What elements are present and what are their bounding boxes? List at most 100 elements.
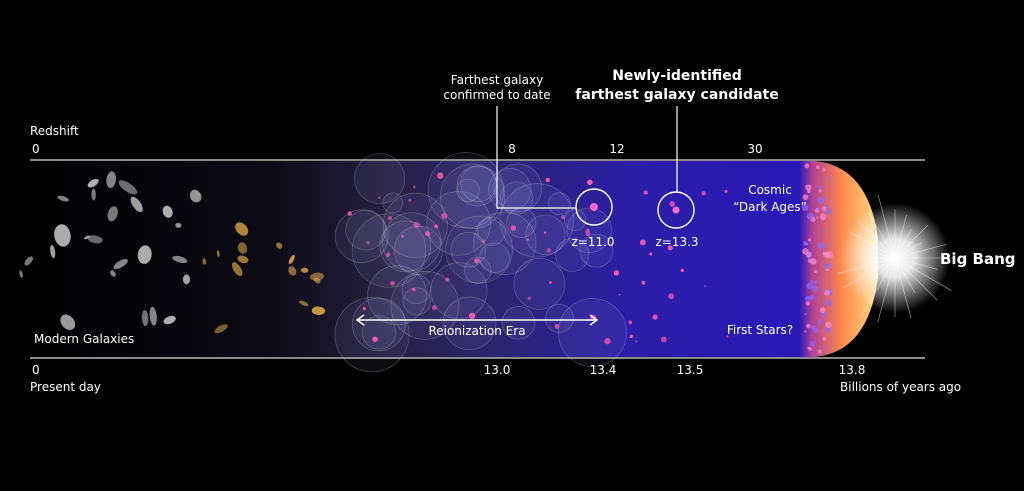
time-label: Billions of years ago xyxy=(840,380,961,394)
ionized-bubble xyxy=(345,209,387,251)
galaxy xyxy=(118,180,138,195)
ionized-bubble xyxy=(445,215,513,284)
galaxy xyxy=(554,323,560,329)
galaxy xyxy=(526,238,530,241)
plasma xyxy=(801,204,809,212)
galaxy xyxy=(431,305,437,311)
ionized-bubble xyxy=(500,181,534,215)
plasma xyxy=(818,323,821,326)
galaxy xyxy=(587,179,593,186)
galaxy xyxy=(372,336,378,342)
galaxy xyxy=(434,224,438,229)
galaxy xyxy=(202,258,207,265)
plasma xyxy=(808,347,813,351)
plasma xyxy=(807,189,811,194)
galaxy xyxy=(546,248,551,253)
plasma xyxy=(817,349,822,354)
ionized-bubble xyxy=(334,209,389,263)
galaxy xyxy=(701,191,706,196)
galaxy xyxy=(300,267,309,273)
galaxy xyxy=(445,277,450,282)
galaxy xyxy=(425,231,431,237)
galaxy xyxy=(237,255,249,264)
galaxy xyxy=(726,335,729,338)
galaxy xyxy=(311,306,326,316)
galaxy xyxy=(412,185,416,189)
plasma xyxy=(802,241,808,246)
timeline-band xyxy=(30,161,878,357)
time-tick: 13.5 xyxy=(677,363,704,377)
galaxy xyxy=(237,242,248,254)
time-tick: 0 xyxy=(32,363,40,377)
galaxy xyxy=(87,235,103,244)
big-bang-glow xyxy=(840,203,950,313)
galaxy xyxy=(613,270,620,276)
callout-label: farthest galaxy candidate xyxy=(575,87,778,103)
redshift-value: z=11.0 xyxy=(571,235,614,249)
galaxy xyxy=(50,244,56,259)
galaxy xyxy=(604,337,611,345)
ionized-bubble xyxy=(450,231,486,268)
callout-line xyxy=(496,106,576,209)
galaxy xyxy=(57,195,69,202)
ionized-bubble xyxy=(555,238,590,273)
ionized-bubble xyxy=(351,213,427,288)
ionized-bubble xyxy=(430,262,488,320)
plasma xyxy=(802,248,809,255)
plasma xyxy=(811,285,819,292)
galaxy xyxy=(378,196,381,199)
ionized-bubble xyxy=(367,265,428,326)
redshift-label: Redshift xyxy=(30,124,79,138)
plasma xyxy=(806,212,814,220)
galaxy xyxy=(182,274,191,285)
galaxy xyxy=(652,314,658,320)
galaxy xyxy=(91,188,96,201)
region-label: Big Bang xyxy=(940,250,1016,268)
ionized-bubble xyxy=(476,216,506,246)
galaxy xyxy=(590,203,598,211)
plasma xyxy=(818,189,822,193)
ionized-bubble xyxy=(479,242,510,274)
redshift-tick: 0 xyxy=(32,142,40,156)
plasma xyxy=(818,185,823,190)
galaxy xyxy=(60,314,76,330)
plasma xyxy=(806,323,811,329)
galaxy xyxy=(313,277,321,284)
galaxy xyxy=(309,272,325,281)
galaxy xyxy=(585,228,590,233)
region-label: “Dark Ages” xyxy=(733,200,807,214)
galaxy xyxy=(107,206,118,222)
galaxy xyxy=(408,198,412,202)
ionized-bubble xyxy=(513,257,566,310)
plasma xyxy=(825,299,832,307)
time-tick: 13.0 xyxy=(484,363,511,377)
ionized-bubble xyxy=(426,191,491,256)
ionized-bubble xyxy=(362,315,397,350)
galaxy xyxy=(137,245,152,264)
galaxy xyxy=(366,240,370,245)
era-arrow xyxy=(355,314,599,326)
ionized-bubble xyxy=(334,297,410,373)
galaxy xyxy=(189,189,202,203)
callout-circle xyxy=(575,188,613,226)
galaxy xyxy=(299,300,309,307)
galaxy xyxy=(668,293,675,300)
galaxy xyxy=(175,222,182,228)
galaxy xyxy=(510,225,517,231)
galaxy xyxy=(468,312,476,320)
galaxy xyxy=(110,270,116,277)
galaxy xyxy=(527,296,531,300)
galaxy xyxy=(413,221,420,229)
galaxy xyxy=(235,222,249,236)
redshift-tick: 30 xyxy=(747,142,762,156)
plasma xyxy=(804,312,807,315)
galaxy xyxy=(473,258,480,264)
galaxy xyxy=(639,239,646,246)
plasma xyxy=(804,330,807,333)
galaxy xyxy=(141,309,149,327)
ionized-bubble xyxy=(351,297,406,352)
time-tick: 13.4 xyxy=(590,363,617,377)
galaxy xyxy=(163,315,176,325)
ionized-bubble xyxy=(501,305,536,340)
